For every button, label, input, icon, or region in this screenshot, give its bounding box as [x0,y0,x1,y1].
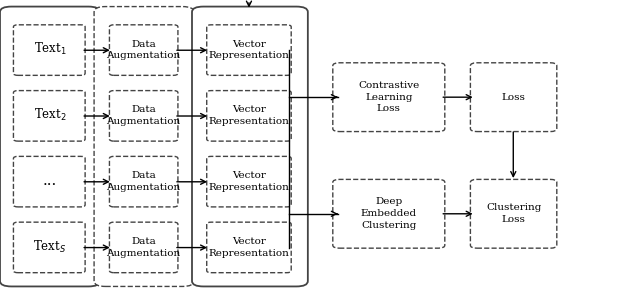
FancyBboxPatch shape [13,91,85,141]
FancyBboxPatch shape [207,25,291,75]
Text: Contrastive
Learning
Loss: Contrastive Learning Loss [358,81,419,114]
FancyBboxPatch shape [109,91,178,141]
Text: Data
Augmentation: Data Augmentation [106,237,181,258]
FancyBboxPatch shape [333,63,445,132]
FancyBboxPatch shape [94,7,194,286]
FancyBboxPatch shape [470,179,557,248]
Text: Vector
Representation: Vector Representation [209,40,289,60]
FancyBboxPatch shape [192,7,308,286]
FancyBboxPatch shape [333,179,445,248]
FancyBboxPatch shape [13,156,85,207]
Text: ...: ... [43,174,57,188]
Text: Text$_1$: Text$_1$ [33,41,67,57]
Text: Data
Augmentation: Data Augmentation [106,171,181,192]
Text: Vector
Representation: Vector Representation [209,106,289,126]
FancyBboxPatch shape [13,222,85,273]
Text: Text$_2$: Text$_2$ [33,107,67,123]
Text: Text$_S$: Text$_S$ [33,239,67,255]
Text: Data
Augmentation: Data Augmentation [106,106,181,126]
FancyBboxPatch shape [13,25,85,75]
FancyBboxPatch shape [470,63,557,132]
Text: Vector
Representation: Vector Representation [209,171,289,192]
FancyBboxPatch shape [109,222,178,273]
FancyBboxPatch shape [109,25,178,75]
Text: Loss: Loss [502,93,525,102]
FancyBboxPatch shape [207,156,291,207]
FancyBboxPatch shape [207,91,291,141]
Text: Deep
Embedded
Clustering: Deep Embedded Clustering [361,197,417,230]
Text: Data
Augmentation: Data Augmentation [106,40,181,60]
FancyBboxPatch shape [0,7,100,286]
Text: Clustering
Loss: Clustering Loss [486,203,541,224]
Text: Vector
Representation: Vector Representation [209,237,289,258]
FancyBboxPatch shape [207,222,291,273]
FancyBboxPatch shape [109,156,178,207]
